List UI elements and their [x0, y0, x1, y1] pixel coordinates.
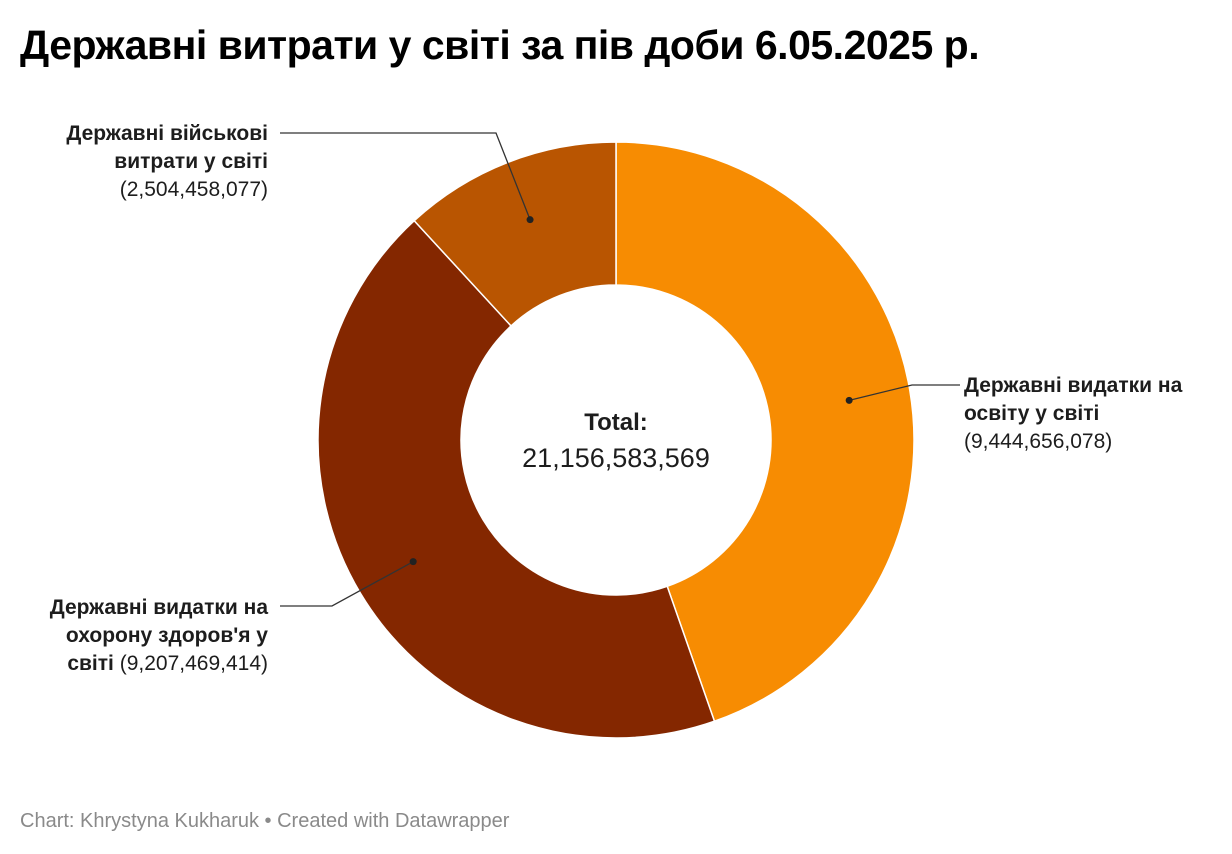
donut-chart: Total: 21,156,583,569: [280, 132, 960, 739]
slice-label-military-line2: витрати у світі: [114, 150, 268, 173]
leader-lines-layer: [280, 132, 960, 607]
center-total-value: 21,156,583,569: [522, 443, 710, 473]
slice-label-health: Державні видатки на охорону здоров'я у с…: [20, 594, 268, 678]
slice-value-military: (2,504,458,077): [119, 178, 268, 201]
slice-label-education-line1: Державні видатки на: [964, 374, 1183, 397]
slices-layer: [317, 141, 915, 739]
slice-label-military-line1: Державні військові: [66, 122, 268, 145]
leader-dot-health: [409, 558, 417, 566]
chart-credit: Chart: Khrystyna Kukharuk • Created with…: [20, 810, 510, 832]
slice-label-education: Державні видатки на освіту у світі (9,44…: [964, 372, 1182, 456]
slice-value-education: (9,444,656,078): [964, 430, 1113, 453]
donut-slice-health: [317, 219, 716, 739]
slice-value-health: (9,207,469,414): [119, 652, 268, 675]
leader-line-health: [280, 561, 414, 607]
donut-slice-military: [413, 141, 617, 327]
center-total-label: Total:: [584, 409, 648, 436]
slice-label-health-line2: охорону здоров'я у: [65, 624, 268, 647]
leader-line-education: [849, 384, 960, 402]
slice-label-military: Державні військові витрати у світі (2,50…: [20, 120, 268, 204]
chart-title: Державні витрати у світі за пів доби 6.0…: [20, 22, 980, 68]
slice-label-education-line2: освіту у світі: [964, 402, 1100, 425]
leader-line-military: [280, 132, 531, 220]
leader-dot-military: [526, 216, 534, 224]
slice-label-health-line1: Державні видатки на: [49, 596, 268, 619]
slice-label-health-line3: світі: [67, 652, 114, 675]
donut-slice-education: [615, 141, 915, 723]
leader-dot-education: [845, 396, 853, 404]
